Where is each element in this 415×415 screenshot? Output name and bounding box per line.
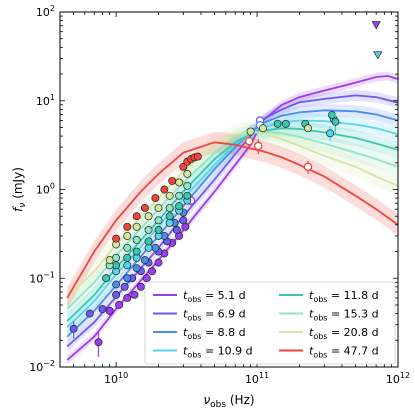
data-point-5-8 [183, 181, 192, 190]
data-point-1-3 [112, 290, 121, 299]
y-axis-label: fν (mJy) [11, 167, 28, 212]
open-point-7-2 [303, 162, 313, 172]
data-point-7-5 [160, 185, 169, 194]
data-point-2-0 [112, 280, 121, 289]
legend-label-5: tobs = 15.3 d [309, 308, 379, 323]
axis-tick-labels: 1010 1011 1012 10−2 10−1 100 101 102 [29, 4, 410, 386]
data-point-0-8 [154, 258, 163, 267]
open-point-7-0 [244, 136, 254, 146]
legend-label-1: tobs = 6.9 d [183, 308, 246, 323]
legend-label-4: tobs = 11.8 d [309, 289, 379, 304]
data-point-1-0 [69, 324, 78, 333]
data-point-7-3 [140, 203, 149, 212]
data-point-4-8 [183, 191, 192, 200]
y-tick-label-2: 100 [36, 182, 55, 197]
data-point-5-4 [144, 226, 153, 234]
data-point-2-2 [132, 264, 141, 273]
upper-limit-0-0 [371, 21, 381, 30]
data-point-3-1 [123, 261, 132, 270]
data-point-0-7 [148, 267, 157, 276]
data-point-7-2 [132, 212, 141, 221]
data-point-0-4 [130, 290, 139, 299]
data-point-7-4 [151, 194, 160, 203]
data-point-6-3 [132, 222, 141, 231]
y-tick-label-0: 10−2 [29, 359, 55, 374]
data-point-6-0 [105, 256, 114, 265]
data-point-2-1 [123, 274, 132, 283]
model-line-7 [66, 141, 398, 299]
data-point-7-6 [168, 176, 177, 185]
data-point-6-2 [123, 231, 132, 240]
data-point-6-4 [144, 212, 153, 221]
data-point-6-7 [175, 178, 184, 187]
x-tick-label-2: 1012 [386, 371, 410, 386]
data-point-7-11 [193, 152, 202, 161]
data-point-1-10 [172, 226, 181, 234]
y-tick-label-4: 102 [36, 4, 55, 19]
data-point-1-4 [120, 282, 129, 291]
axis-labels: νobs (Hz) fν (mJy) [11, 167, 255, 410]
data-point-4-7 [175, 202, 184, 211]
data-point-0-5 [136, 282, 145, 291]
data-point-0-1 [105, 306, 114, 315]
data-point-6-8 [183, 169, 192, 178]
data-point-4-12 [328, 111, 336, 120]
y-tick-label-3: 101 [36, 93, 55, 108]
open-point-7-1 [254, 141, 263, 151]
data-points [69, 21, 383, 357]
data-point-4-5 [154, 226, 163, 234]
legend-label-7: tobs = 47.7 d [309, 345, 379, 360]
data-point-6-6 [165, 191, 174, 200]
data-point-7-0 [112, 234, 121, 243]
data-point-5-3 [132, 236, 141, 244]
data-point-0-2 [115, 301, 124, 309]
legend-label-2: tobs = 8.8 d [183, 326, 246, 341]
data-point-4-13 [331, 117, 340, 126]
data-point-1-11 [179, 216, 188, 225]
x-tick-label-0: 1010 [104, 371, 128, 386]
data-point-1-1 [85, 309, 94, 318]
data-point-0-0 [94, 338, 103, 347]
x-axis-label: νobs (Hz) [203, 393, 254, 410]
data-point-2-4 [151, 243, 160, 252]
data-point-6-10 [258, 124, 267, 133]
data-point-4-6 [165, 212, 174, 221]
legend-label-0: tobs = 5.1 d [183, 289, 246, 304]
data-point-4-4 [144, 237, 153, 246]
data-point-5-2 [123, 243, 132, 252]
model-band-7 [67, 131, 398, 309]
axis-ticks [59, 11, 399, 368]
data-point-5-5 [154, 216, 163, 225]
data-point-5-6 [165, 203, 174, 212]
data-point-0-3 [123, 293, 132, 302]
data-point-7-1 [123, 222, 132, 231]
data-point-3-5 [165, 218, 174, 227]
legend-label-6: tobs = 20.8 d [309, 326, 379, 341]
model-band-2 [67, 104, 398, 343]
data-point-4-3 [132, 247, 141, 256]
legend-box [144, 281, 396, 365]
data-point-4-0 [102, 274, 111, 283]
data-point-6-9 [246, 127, 255, 136]
data-point-6-5 [154, 203, 163, 212]
legend-label-3: tobs = 10.9 d [183, 345, 253, 360]
data-point-0-12 [181, 222, 190, 231]
y-tick-label-1: 10−1 [29, 270, 55, 285]
data-point-1-2 [98, 305, 107, 313]
data-point-5-7 [175, 191, 184, 200]
data-point-4-2 [123, 253, 132, 262]
upper-limit-3-0 [373, 51, 383, 60]
legend: tobs = 5.1 d tobs = 6.9 d tobs = 8.8 d tobs… [144, 281, 396, 365]
data-point-4-9 [273, 119, 282, 128]
data-point-0-6 [142, 274, 151, 283]
x-tick-label-1: 1011 [245, 371, 269, 386]
data-point-3-8 [326, 129, 335, 138]
data-point-4-10 [281, 119, 290, 128]
data-point-6-11 [304, 124, 312, 133]
data-point-2-3 [140, 256, 149, 265]
